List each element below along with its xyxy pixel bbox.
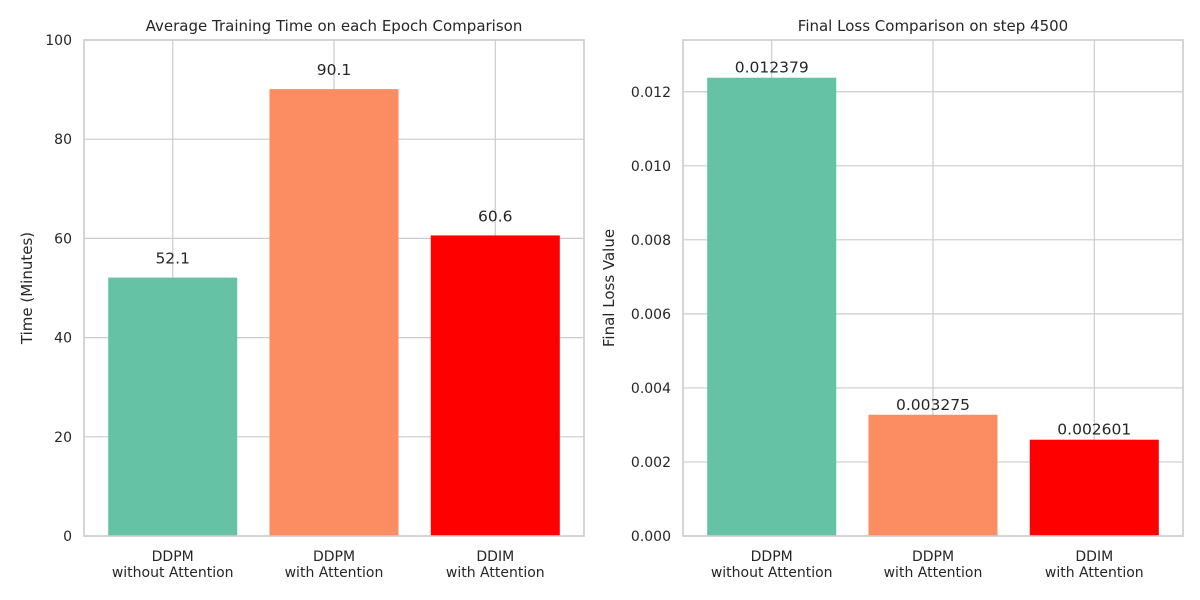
loss-data-label: 0.003275: [896, 396, 970, 414]
loss-y-tick-label: 0.000: [631, 529, 671, 545]
time-y-tick-label: 40: [54, 331, 72, 347]
time-x-tick-label: DDPM with Attention: [285, 549, 384, 581]
loss-y-tick-label: 0.008: [631, 233, 671, 249]
time-chart-title: Average Training Time on each Epoch Comp…: [146, 17, 523, 35]
loss-bar: [1029, 439, 1159, 536]
loss-data-label: 0.002601: [1057, 421, 1131, 439]
time-data-label: 60.6: [478, 207, 513, 225]
time-y-tick-label: 60: [54, 231, 72, 247]
loss-chart-title: Final Loss Comparison on step 4500: [798, 17, 1068, 35]
loss-y-tick-label: 0.012: [631, 85, 671, 101]
loss-y-tick-label: 0.006: [631, 307, 671, 323]
loss-x-tick-label: DDPM with Attention: [884, 549, 983, 581]
loss-plot-frame: [682, 39, 1184, 537]
time-bar: [269, 89, 399, 536]
time-data-label: 90.1: [317, 61, 352, 79]
loss-y-axis-label: Final Loss Value: [600, 229, 618, 347]
loss-y-tick-label: 0.002: [631, 455, 671, 471]
time-y-tick-label: 0: [63, 529, 72, 545]
time-x-tick-label: DDPM without Attention: [112, 549, 234, 581]
loss-y-tick-label: 0.010: [631, 159, 671, 175]
loss-bar: [868, 414, 998, 536]
time-y-tick-label: 100: [45, 33, 72, 49]
loss-bar: [707, 77, 837, 536]
time-plot-frame: [83, 39, 585, 537]
loss-x-tick-label: DDIM with Attention: [1045, 549, 1144, 581]
time-bar: [108, 277, 238, 536]
loss-chart: 0.012379 0.003275 0.002601 0.000 0.002 0.004 0…: [600, 17, 1184, 581]
loss-data-label: 0.012379: [735, 59, 809, 77]
time-chart: 52.1 90.1 60.6 0 20 40 60 80 100 DDPM without Atte…: [18, 17, 585, 581]
loss-y-tick-label: 0.004: [631, 381, 671, 397]
time-data-label: 52.1: [155, 250, 190, 268]
time-y-axis-label: Time (Minutes): [18, 232, 36, 345]
time-y-tick-label: 80: [54, 132, 72, 148]
time-bar: [430, 235, 560, 536]
loss-x-tick-label: DDPM without Attention: [711, 549, 833, 581]
time-y-tick-label: 20: [54, 430, 72, 446]
time-x-tick-label: DDIM with Attention: [446, 549, 545, 581]
